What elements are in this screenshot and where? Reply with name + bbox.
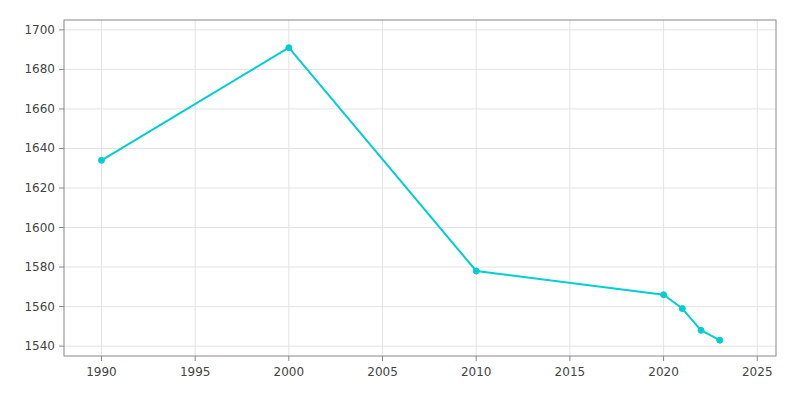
x-tick-label: 2020 [648,365,679,379]
series [98,45,722,344]
tick-mark-x [195,356,196,361]
tick-mark-x [288,356,289,361]
y-tick-label: 1620 [24,181,55,195]
plot-frame [64,20,776,356]
point-marker [473,268,479,274]
tick-mark-y [59,306,64,307]
x-tick-label: 2010 [461,365,492,379]
plot-background [64,20,776,356]
grid-line-y [64,29,776,30]
y-tick-label: 1560 [24,300,55,314]
grid-line-y [64,108,776,109]
tick-mark-x [757,356,758,361]
x-tick-label: 2015 [555,365,586,379]
y-tick-label: 1540 [24,339,55,353]
point-marker [698,327,704,333]
tick-mark-x [476,356,477,361]
y-tick-label: 1580 [24,260,55,274]
grid-line-y [64,69,776,70]
point-marker [286,45,292,51]
chart-svg: 1990 1995 2000 2005 2010 2015 2020 2025 1540 1560… [0,0,800,400]
tick-mark-y [59,188,64,189]
y-tick-label: 1700 [24,23,55,37]
point-marker [679,306,685,312]
tick-mark-y [59,148,64,149]
grid-line-y [64,227,776,228]
grid-line-y [64,188,776,189]
x-tick-label: 2025 [742,365,773,379]
grid-line-y [64,267,776,268]
x-tick-label: 1990 [86,365,117,379]
y-tick-label: 1600 [24,221,55,235]
tick-mark-y [59,29,64,30]
chart-container: 1990 1995 2000 2005 2010 2015 2020 2025 1540 1560… [0,0,800,400]
tick-mark-x [101,356,102,361]
tick-mark-x [382,356,383,361]
point-marker [98,157,104,163]
x-tick-label: 2005 [367,365,398,379]
tick-mark-x [569,356,570,361]
grid-line-y [64,148,776,149]
tick-mark-y [59,227,64,228]
x-tick-label: 1995 [180,365,211,379]
tick-labels: 1990 1995 2000 2005 2010 2015 2020 2025 1540 1560… [24,23,772,379]
point-marker [661,292,667,298]
line [101,48,719,341]
tick-mark-y [59,69,64,70]
grid [64,20,776,356]
y-tick-label: 1680 [24,62,55,76]
x-tick-label: 2000 [274,365,305,379]
y-tick-label: 1640 [24,141,55,155]
tick-mark-y [59,108,64,109]
tick-mark-y [59,346,64,347]
tick-mark-x [663,356,664,361]
tick-mark-y [59,267,64,268]
grid-line-y [64,346,776,347]
point-marker [717,337,723,343]
y-tick-label: 1660 [24,102,55,116]
grid-line-y [64,306,776,307]
